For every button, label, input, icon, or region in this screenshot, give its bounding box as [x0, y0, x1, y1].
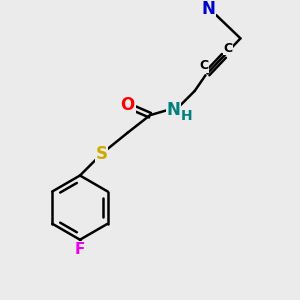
Text: F: F [75, 242, 85, 257]
Text: N: N [201, 0, 215, 18]
Text: O: O [121, 97, 135, 115]
Text: C: C [223, 42, 232, 55]
Text: S: S [95, 145, 107, 163]
Text: N: N [167, 101, 180, 119]
Text: H: H [181, 109, 193, 123]
Text: C: C [199, 59, 208, 72]
